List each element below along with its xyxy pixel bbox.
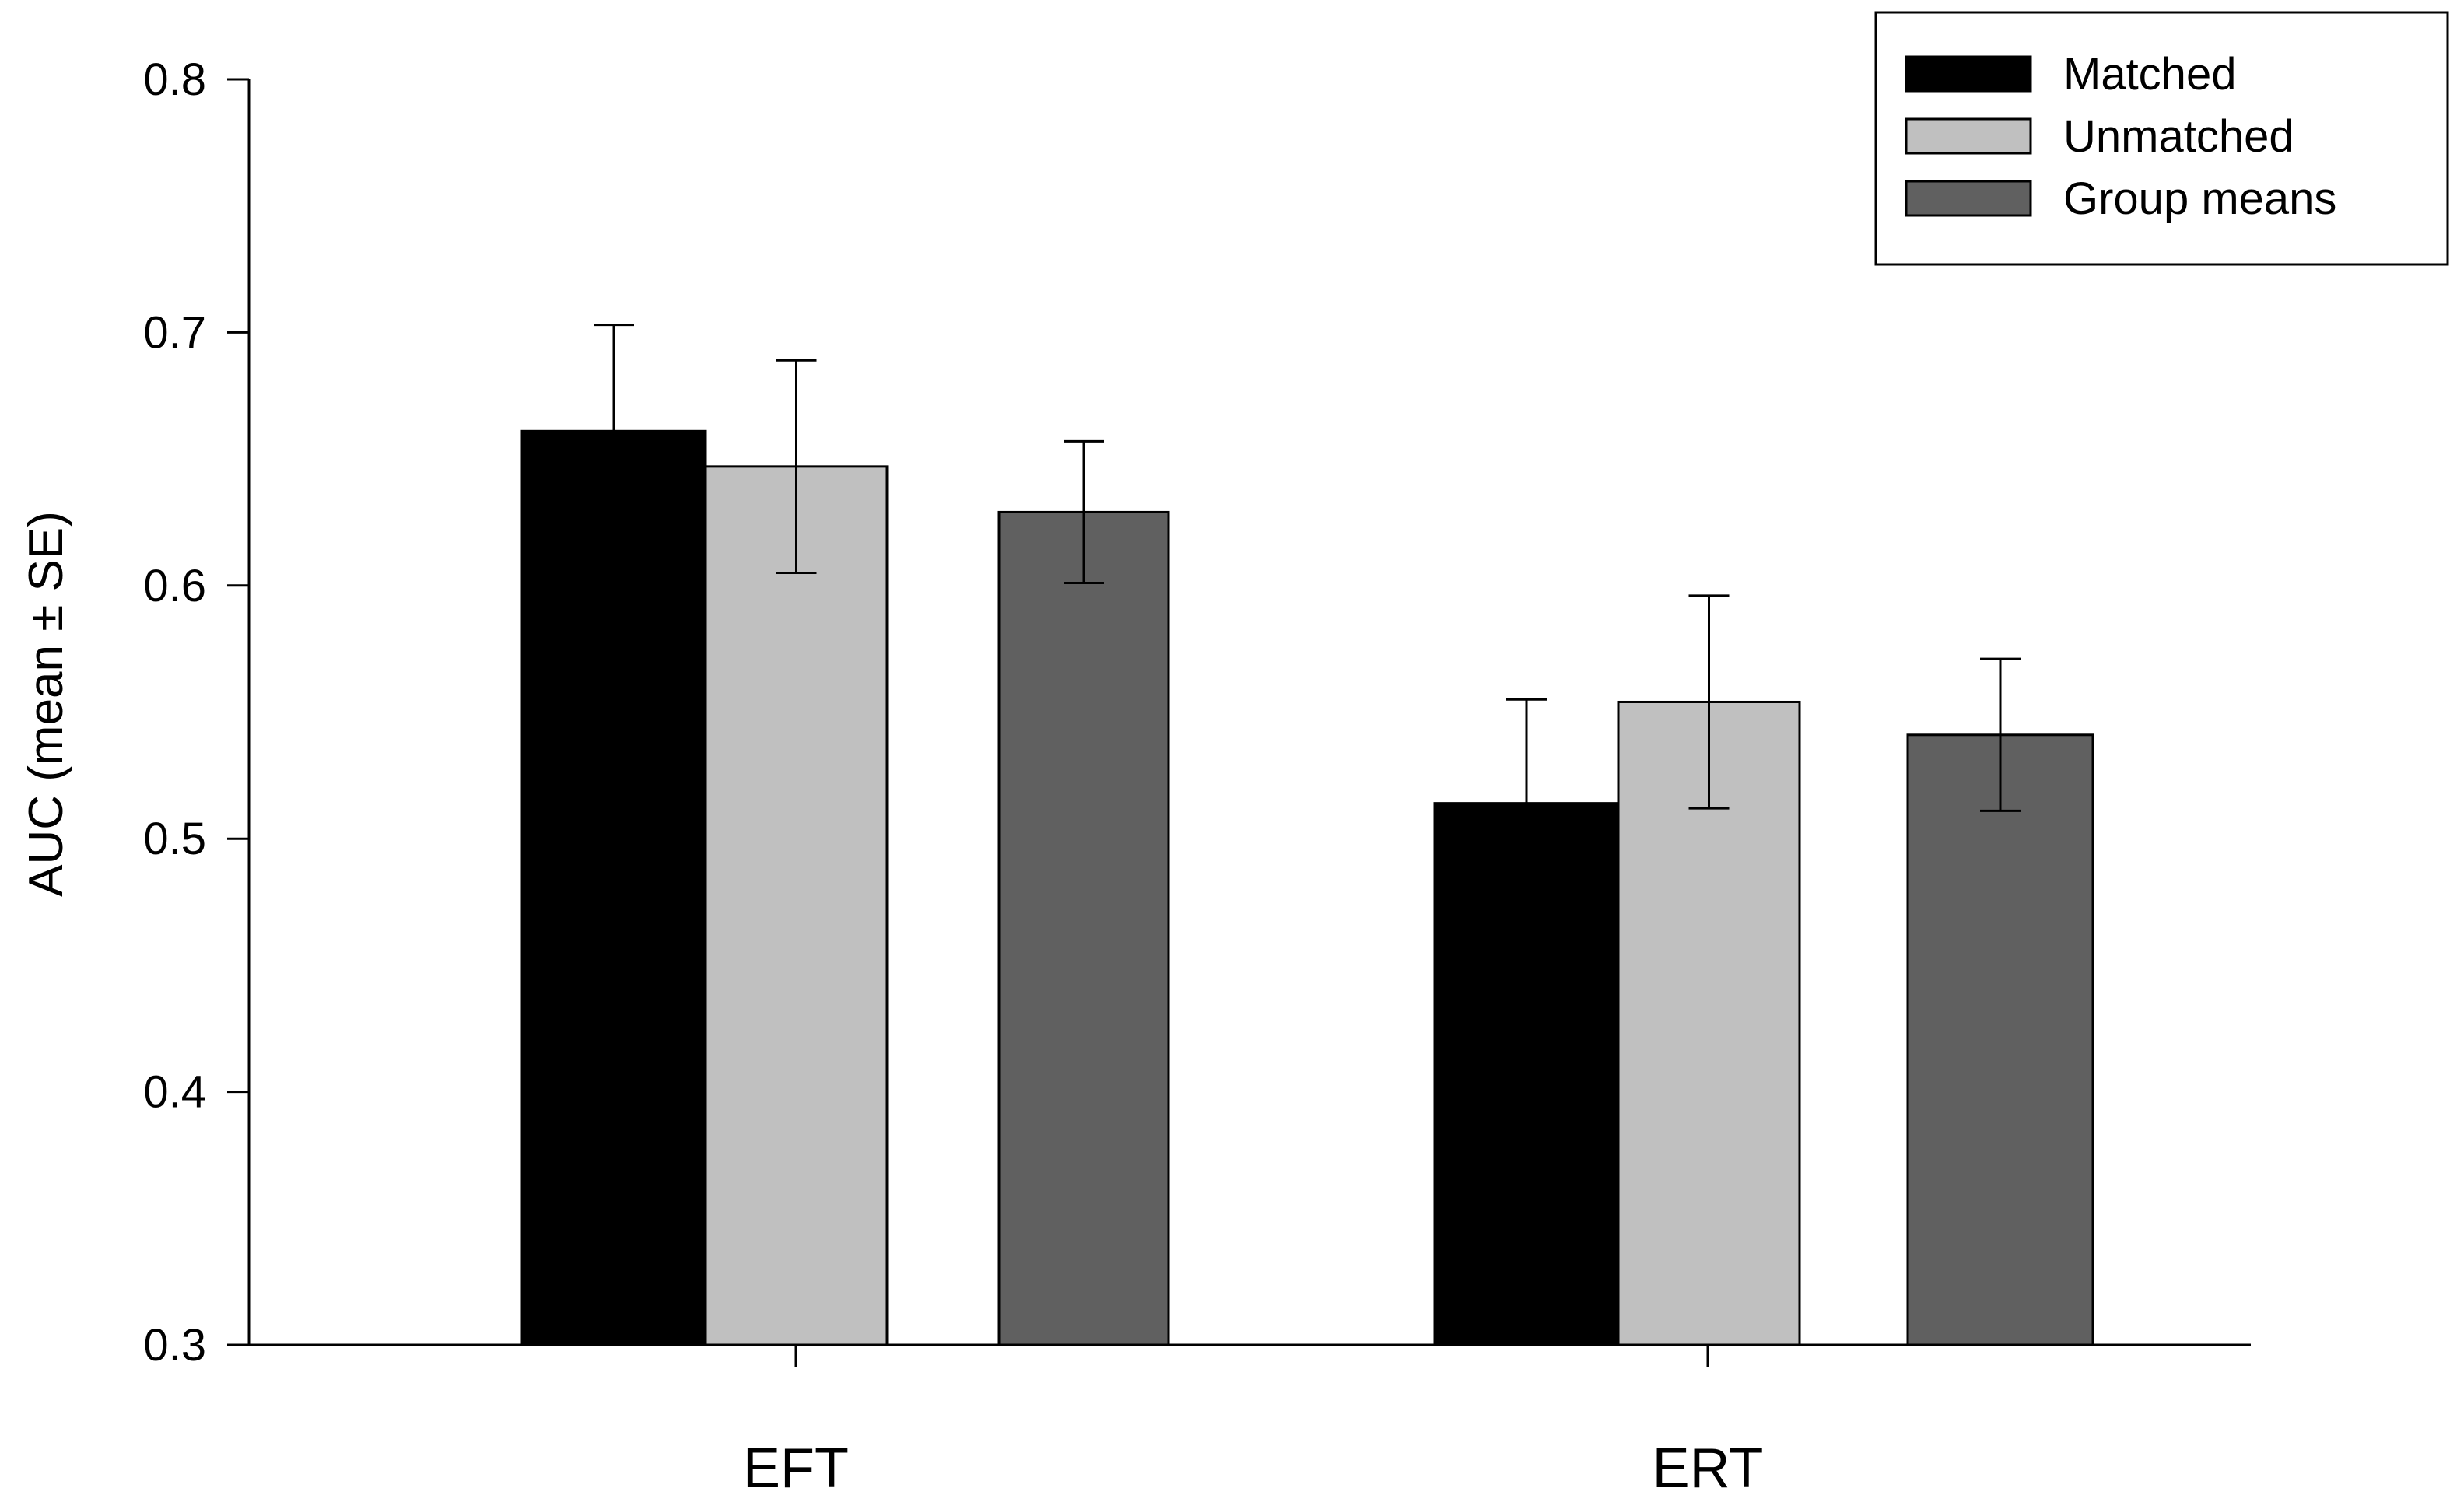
- category-label-ert: ERT: [1653, 1437, 1764, 1500]
- bar-group-means-ert: [1906, 733, 2094, 1346]
- category-label-eft: EFT: [743, 1437, 849, 1500]
- legend-items: Matched Unmatched Group means: [1905, 49, 2336, 224]
- bar-matched-eft: [520, 429, 707, 1346]
- y-axis-ticks: 0.3 0.4 0.5 0.6 0.7 0.8: [143, 54, 249, 1371]
- bar-group-means-eft: [997, 510, 1170, 1346]
- x-axis-ticks: EFT ERT: [743, 1345, 1763, 1500]
- plot-area: 0.3 0.4 0.5 0.6 0.7 0.8 EFT ERT: [143, 54, 2251, 1500]
- legend-label-unmatched: Unmatched: [2063, 111, 2294, 162]
- legend-swatch-unmatched: [1905, 117, 2032, 155]
- bars: [520, 429, 2094, 1346]
- y-tick-label: 0.6: [143, 561, 206, 611]
- bar-unmatched-eft: [704, 465, 889, 1346]
- error-bars: [594, 324, 2021, 909]
- legend-swatch-group-means: [1905, 180, 2032, 217]
- y-tick-label: 0.5: [143, 814, 206, 864]
- legend-swatch-matched: [1905, 55, 2032, 93]
- legend-label-matched: Matched: [2063, 49, 2236, 100]
- y-tick-label: 0.4: [143, 1067, 206, 1118]
- y-axis-label: AUC (mean ± SE): [19, 511, 73, 897]
- legend-label-group-means: Group means: [2063, 173, 2336, 224]
- y-tick-label: 0.8: [143, 54, 206, 105]
- y-tick-label: 0.3: [143, 1320, 206, 1371]
- legend: Matched Unmatched Group means: [1874, 11, 2449, 266]
- y-tick-label: 0.7: [143, 307, 206, 358]
